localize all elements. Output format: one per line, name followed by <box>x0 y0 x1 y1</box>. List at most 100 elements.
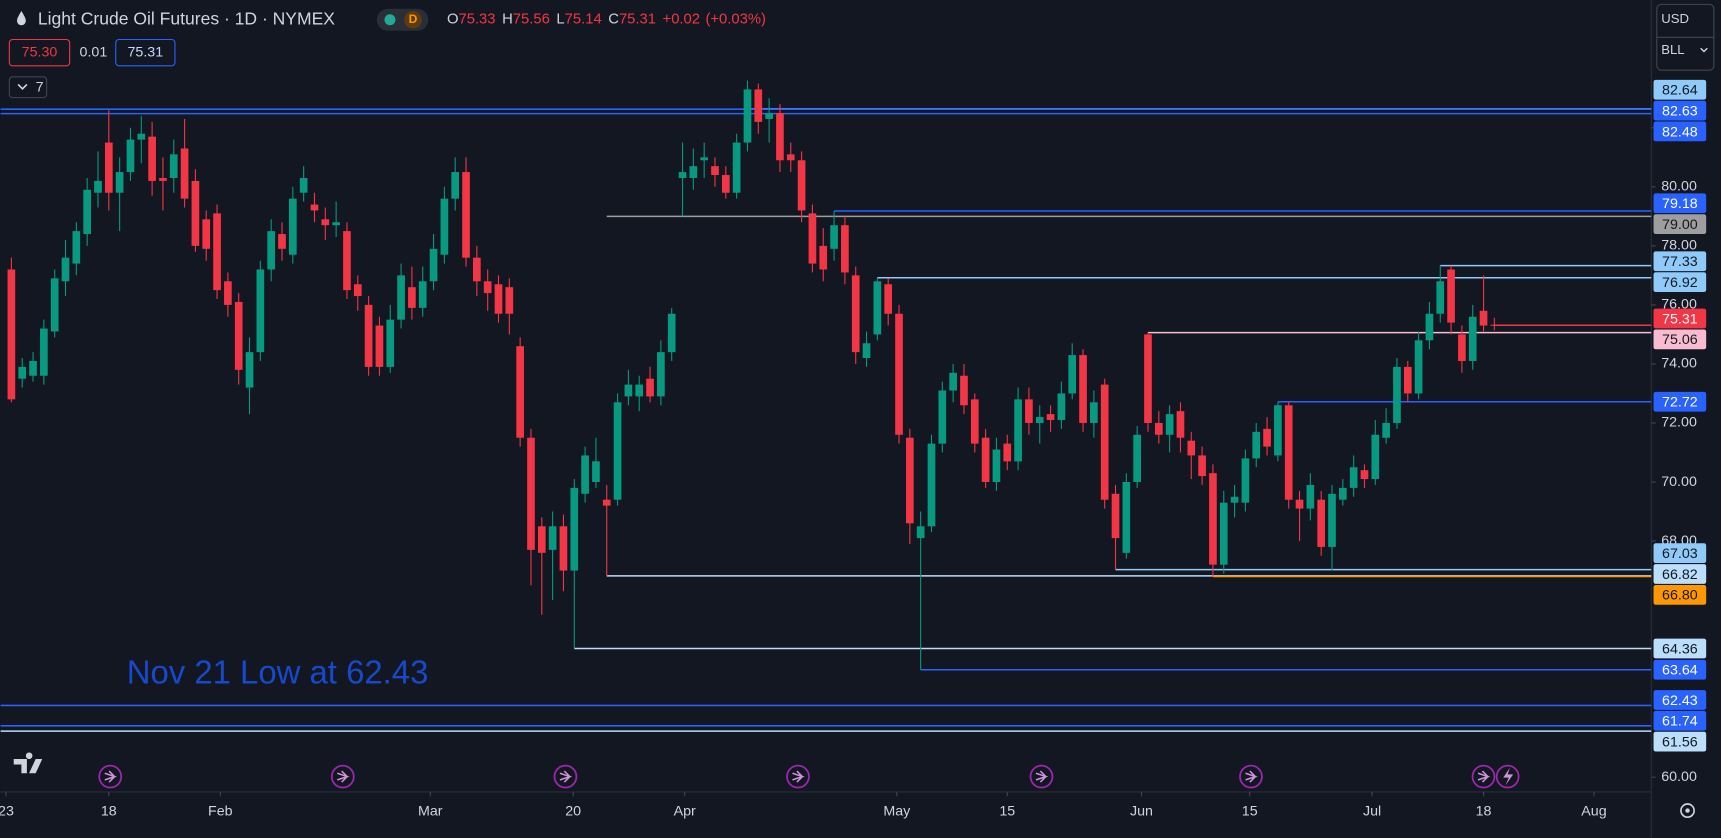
candle-body <box>256 269 265 353</box>
event-lightning <box>1503 767 1514 786</box>
price-label-bg <box>1653 710 1707 731</box>
candle-body <box>321 219 330 226</box>
candle-body <box>1328 493 1336 547</box>
candle-body <box>667 313 676 353</box>
x-tick-label: Feb <box>208 803 233 819</box>
price-axis: 60.0068.0070.0072.0074.0076.0078.0080.00… <box>1651 79 1707 785</box>
candle-body <box>1057 393 1066 421</box>
candle-body <box>1079 355 1087 423</box>
candle-body <box>29 360 37 376</box>
logo <box>13 752 43 774</box>
candle-body <box>981 437 990 483</box>
candle-body <box>278 234 286 249</box>
x-tick-label: 15 <box>1242 803 1258 819</box>
symbol-title: Light Crude Oil Futures · 1D · NYMEX <box>38 8 335 28</box>
price-label-bg <box>1653 391 1707 412</box>
candle-body <box>1425 313 1434 341</box>
x-tick-label: 23 <box>0 803 14 819</box>
candle-body <box>906 437 914 524</box>
candle-body <box>104 142 113 193</box>
candle-body <box>732 142 741 193</box>
interval-badge <box>404 10 422 29</box>
ohlc-text: L <box>556 12 564 28</box>
ask-price: 75.31 <box>128 44 164 60</box>
candle-body <box>1306 484 1315 509</box>
candle-body <box>375 325 384 367</box>
event-icon <box>786 764 810 789</box>
ask-box[interactable] <box>115 38 176 67</box>
settings-gear-center <box>1685 808 1690 813</box>
candle-body <box>1154 422 1163 435</box>
interval-badge-text: D <box>409 12 418 26</box>
price-label-bg <box>1653 79 1707 100</box>
event-arrow <box>1245 770 1258 783</box>
candle-body <box>1458 334 1466 361</box>
candle-body <box>1219 502 1228 565</box>
candle-body <box>1349 467 1358 488</box>
candle-body <box>1274 405 1282 456</box>
candle-body <box>1447 269 1455 323</box>
candle-body <box>169 154 178 178</box>
candle-body <box>527 437 535 550</box>
candle-body <box>1252 431 1261 459</box>
price-label: 67.03 <box>1662 546 1698 562</box>
candle-body <box>1338 487 1347 500</box>
candle-body <box>94 180 102 193</box>
event-arrow <box>792 770 805 783</box>
currency: USD <box>1661 11 1689 26</box>
candle-body <box>765 113 773 119</box>
candle-body <box>1144 334 1152 423</box>
ohlc-text: C <box>608 12 619 28</box>
spread: 0.01 <box>80 44 108 60</box>
candle-body <box>613 402 622 500</box>
y-tick-label: 60.00 <box>1661 769 1697 785</box>
event-icon <box>1029 764 1054 789</box>
candle-body <box>1068 355 1077 394</box>
candle-body <box>1100 384 1109 500</box>
price-label: 82.48 <box>1662 124 1698 140</box>
y-tick-label: 74.00 <box>1661 356 1697 372</box>
price-label: 82.63 <box>1662 103 1698 119</box>
settings-gear[interactable] <box>1680 803 1695 818</box>
price-label: 79.00 <box>1662 217 1698 233</box>
candle-body <box>1479 310 1488 326</box>
candle-body <box>624 384 633 397</box>
candle-body <box>1111 493 1120 539</box>
candle-body <box>50 278 59 332</box>
ohlc-text: +0.02 <box>663 12 700 28</box>
candle-body <box>429 248 438 282</box>
candle-body <box>364 304 373 367</box>
price-label-bg <box>1653 308 1707 329</box>
indicators-toggle[interactable] <box>8 76 48 99</box>
candle-body <box>462 172 470 258</box>
x-tick-label: Aug <box>1581 803 1606 819</box>
event-arrow <box>337 770 350 783</box>
candle-body <box>873 281 882 335</box>
candle-body <box>7 269 16 400</box>
candle-body <box>61 257 70 282</box>
price-label-bg <box>1653 100 1707 121</box>
candle-body <box>1414 340 1423 394</box>
candle-body <box>1371 434 1380 480</box>
price-label-bg <box>1653 329 1707 350</box>
candle-body <box>830 225 838 249</box>
y-tick-label: 78.00 <box>1661 238 1697 254</box>
indicators-count: 7 <box>36 80 44 96</box>
ohlc-text: 75.14 <box>565 12 602 28</box>
price-label: 76.92 <box>1662 275 1698 291</box>
candle-body <box>786 154 795 161</box>
price-label: 64.36 <box>1662 641 1698 657</box>
candle-body <box>440 198 449 255</box>
candle-body <box>797 160 806 211</box>
candle-body <box>970 399 979 444</box>
candle-body <box>548 526 557 550</box>
candle-body <box>473 257 481 282</box>
price-label-bg <box>1653 214 1707 234</box>
bid-box[interactable] <box>8 38 71 67</box>
candle-body <box>1230 496 1239 503</box>
candle-body <box>126 139 135 173</box>
candle-body <box>1003 443 1012 462</box>
candle-body <box>299 177 308 193</box>
candle-body <box>938 390 947 444</box>
